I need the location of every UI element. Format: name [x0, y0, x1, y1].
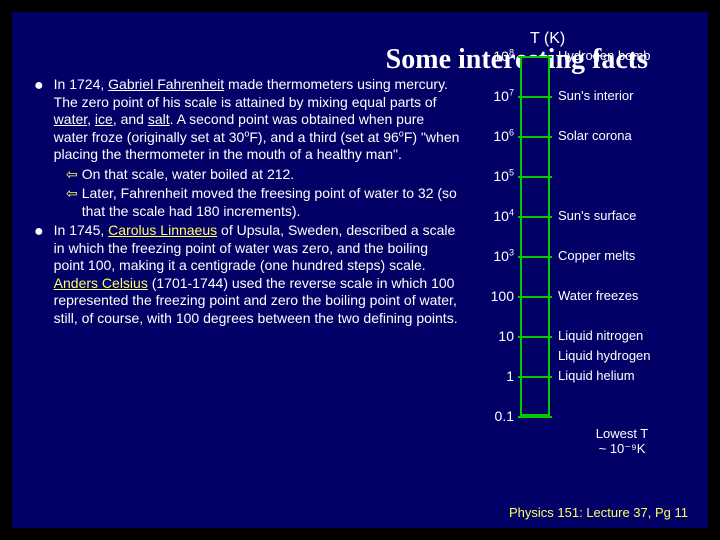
reference-label: Hydrogen bomb	[558, 48, 688, 63]
bullet-2: ● In 1745, Carolus Linnaeus of Upsula, S…	[32, 222, 462, 327]
reference-label: Water freezes	[558, 288, 688, 303]
chart-title: T (K)	[530, 30, 565, 48]
tick-line	[518, 56, 552, 58]
tick-label: 106	[458, 128, 514, 144]
tick-label: 1	[458, 368, 514, 384]
tick-label: 105	[458, 168, 514, 184]
tick-label: 108	[458, 48, 514, 64]
arrow-icon: ⇦	[66, 166, 78, 184]
bullet-1: ● In 1724, Gabriel Fahrenheit made therm…	[32, 76, 462, 164]
tick-label: 103	[458, 248, 514, 264]
reference-label: Liquid helium	[558, 368, 688, 383]
bullet-2-text: In 1745, Carolus Linnaeus of Upsula, Swe…	[54, 222, 462, 327]
reference-label: Sun's surface	[558, 208, 688, 223]
tick-label: 107	[458, 88, 514, 104]
tick-line	[518, 216, 552, 218]
reference-label: Liquid hydrogen	[558, 348, 688, 363]
lowest-temp-label: Lowest T ~ 10⁻⁹K	[562, 426, 682, 457]
bullet-1-text: In 1724, Gabriel Fahrenheit made thermom…	[54, 76, 462, 164]
tick-line	[518, 176, 552, 178]
bullet-dot: ●	[34, 222, 44, 327]
tick-label: 104	[458, 208, 514, 224]
tick-line	[518, 296, 552, 298]
tick-label: 100	[458, 288, 514, 304]
sub-bullet-2: ⇦ Later, Fahrenheit moved the freesing p…	[66, 185, 462, 220]
reference-label: Copper melts	[558, 248, 688, 263]
tick-line	[518, 96, 552, 98]
tick-line	[518, 256, 552, 258]
tick-label: 10	[458, 328, 514, 344]
tick-label: 0.1	[458, 408, 514, 424]
reference-label: Solar corona	[558, 128, 688, 143]
tick-line	[518, 336, 552, 338]
reference-label: Liquid nitrogen	[558, 328, 688, 343]
temperature-scale-chart: T (K) 1081071061051041031001010.1 Hydrog…	[454, 30, 684, 460]
tick-line	[518, 136, 552, 138]
sub-bullet-1: ⇦ On that scale, water boiled at 212.	[66, 166, 462, 184]
sub-bullet-2-text: Later, Fahrenheit moved the freesing poi…	[82, 185, 462, 220]
slide-footer: Physics 151: Lecture 37, Pg 11	[509, 505, 688, 520]
sub-bullet-1-text: On that scale, water boiled at 212.	[82, 166, 294, 184]
bullet-dot: ●	[34, 76, 44, 164]
reference-label: Sun's interior	[558, 88, 688, 103]
slide-container: Some interesting facts ● In 1724, Gabrie…	[12, 12, 708, 528]
arrow-icon: ⇦	[66, 185, 78, 220]
body-text: ● In 1724, Gabriel Fahrenheit made therm…	[32, 76, 462, 329]
tick-line	[518, 416, 552, 418]
tick-lines	[518, 56, 552, 416]
tick-line	[518, 376, 552, 378]
